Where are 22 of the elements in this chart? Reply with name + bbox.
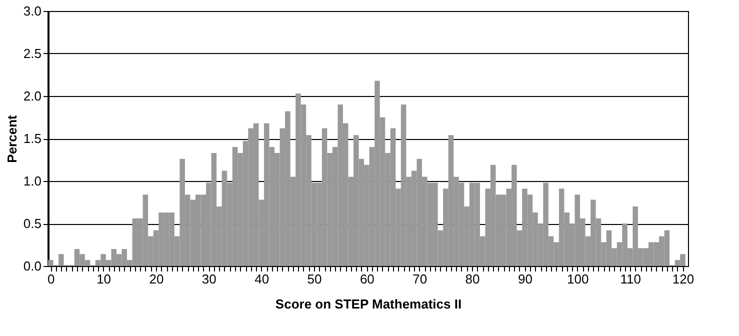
y-tick-label: 0.5 xyxy=(23,216,42,231)
x-axis-title: Score on STEP Mathematics II xyxy=(275,296,462,312)
y-tick-label: 0.0 xyxy=(23,258,42,274)
x-tick-label: 30 xyxy=(202,272,216,286)
x-tick-label: 10 xyxy=(96,272,112,286)
y-tick-label: 2.0 xyxy=(23,88,42,104)
x-tick-label: 50 xyxy=(307,272,322,286)
x-tick-label: 20 xyxy=(149,272,164,286)
y-tick-label: 1.0 xyxy=(23,174,42,188)
y-axis-title: Percent xyxy=(4,114,20,163)
x-tick-label: 60 xyxy=(360,272,374,286)
y-tick-label: 2.5 xyxy=(23,46,42,61)
y-tick-label: 3.0 xyxy=(23,4,42,18)
x-tick-label: 110 xyxy=(620,272,641,286)
x-tick-label: 70 xyxy=(412,272,428,286)
y-tick-label: 1.5 xyxy=(23,131,42,146)
x-tick-label: 90 xyxy=(518,272,532,286)
x-tick-label: 120 xyxy=(672,272,694,286)
x-tick-label: 80 xyxy=(465,272,480,286)
x-tick-label: 0 xyxy=(48,272,55,286)
x-tick-label: 100 xyxy=(567,272,589,286)
x-tick-label: 40 xyxy=(254,272,270,286)
